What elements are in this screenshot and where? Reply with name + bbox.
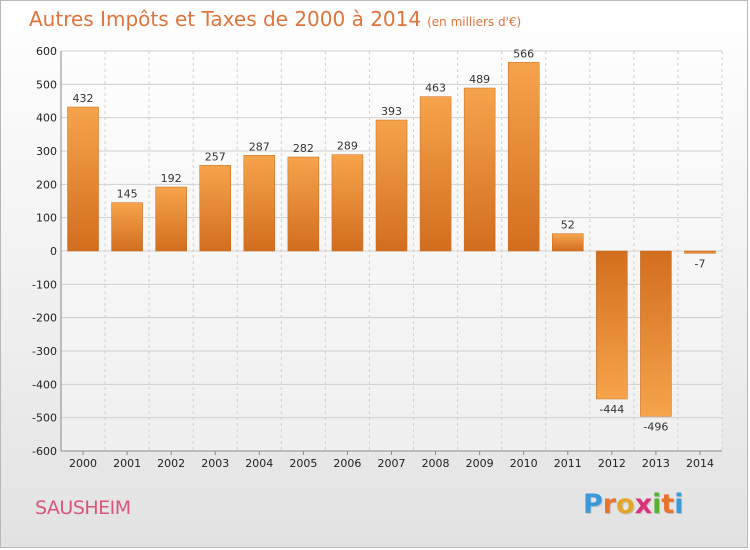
bar-2000 xyxy=(67,106,99,252)
bar-2012 xyxy=(596,250,628,400)
x-tick-label: 2010 xyxy=(510,457,538,470)
data-label-2011: 52 xyxy=(561,219,575,232)
brand-letter: t xyxy=(661,489,675,520)
y-tick-label: 0 xyxy=(50,245,57,258)
bar-2008 xyxy=(419,96,452,252)
x-tick-label: 2005 xyxy=(289,457,317,470)
bar-2002 xyxy=(155,186,187,252)
city-name: SAUSHEIM xyxy=(35,497,131,519)
data-label-2008: 463 xyxy=(425,82,446,95)
y-tick-label: -200 xyxy=(32,312,57,325)
bar-2011 xyxy=(552,233,584,252)
x-tick-label: 2003 xyxy=(201,457,229,470)
data-label-2010: 566 xyxy=(513,47,534,60)
y-tick-label: -100 xyxy=(32,278,57,291)
brand-logo: Proxiti xyxy=(583,489,684,520)
x-tick-label: 2001 xyxy=(113,457,141,470)
y-tick-label: 600 xyxy=(36,45,57,58)
bar-2013 xyxy=(640,250,672,417)
x-tick-label: 2009 xyxy=(466,457,494,470)
x-tick-label: 2002 xyxy=(157,457,185,470)
x-tick-label: 2013 xyxy=(642,457,670,470)
x-tick-label: 2014 xyxy=(686,457,714,470)
data-label-2002: 192 xyxy=(161,172,182,185)
brand-letter: i xyxy=(652,489,662,520)
y-tick-label: 400 xyxy=(36,112,57,125)
y-tick-label: -400 xyxy=(32,378,57,391)
data-label-2003: 257 xyxy=(205,150,226,163)
brand-letter: r xyxy=(602,489,617,520)
bar-2005 xyxy=(287,156,320,252)
data-label-2012: -444 xyxy=(599,403,624,416)
x-tick-label: 2012 xyxy=(598,457,626,470)
bar-2006 xyxy=(331,154,364,252)
brand-letter: i xyxy=(674,489,684,520)
chart-title: Autres Impôts et Taxes de 2000 à 2014 (en… xyxy=(29,7,521,31)
chart-subtitle: (en milliers d'€) xyxy=(427,15,522,29)
bar-2009 xyxy=(463,87,496,252)
x-tick-label: 2008 xyxy=(422,457,450,470)
y-tick-label: 500 xyxy=(36,78,57,91)
data-label-2001: 145 xyxy=(117,188,138,201)
brand-letter: x xyxy=(634,489,653,520)
x-tick-label: 2004 xyxy=(245,457,273,470)
y-tick-label: -600 xyxy=(32,445,57,458)
data-label-2009: 489 xyxy=(469,73,490,86)
y-tick-label: -500 xyxy=(32,412,57,425)
data-label-2006: 289 xyxy=(337,140,358,153)
bar-2010 xyxy=(507,62,540,252)
data-label-2007: 393 xyxy=(381,105,402,118)
x-tick-label: 2006 xyxy=(333,457,361,470)
x-tick-label: 2007 xyxy=(378,457,406,470)
bar-2014 xyxy=(684,250,716,254)
brand-letter: o xyxy=(616,489,635,520)
x-tick-label: 2011 xyxy=(554,457,582,470)
bar-2003 xyxy=(199,165,231,252)
y-tick-label: 200 xyxy=(36,178,57,191)
data-label-2004: 287 xyxy=(249,140,270,153)
x-tick-label: 2000 xyxy=(69,457,97,470)
bar-2001 xyxy=(111,202,143,252)
y-tick-label: -300 xyxy=(32,345,57,358)
chart-title-text: Autres Impôts et Taxes de 2000 à 2014 xyxy=(29,7,422,31)
data-label-2014: -7 xyxy=(694,257,705,270)
data-label-2005: 282 xyxy=(293,142,314,155)
bar-2007 xyxy=(375,119,408,252)
brand-letter: P xyxy=(583,489,603,520)
data-label-2013: -496 xyxy=(643,420,668,433)
y-tick-label: 300 xyxy=(36,145,57,158)
bar-2004 xyxy=(243,155,276,252)
data-label-2000: 432 xyxy=(73,92,94,105)
y-tick-label: 100 xyxy=(36,212,57,225)
